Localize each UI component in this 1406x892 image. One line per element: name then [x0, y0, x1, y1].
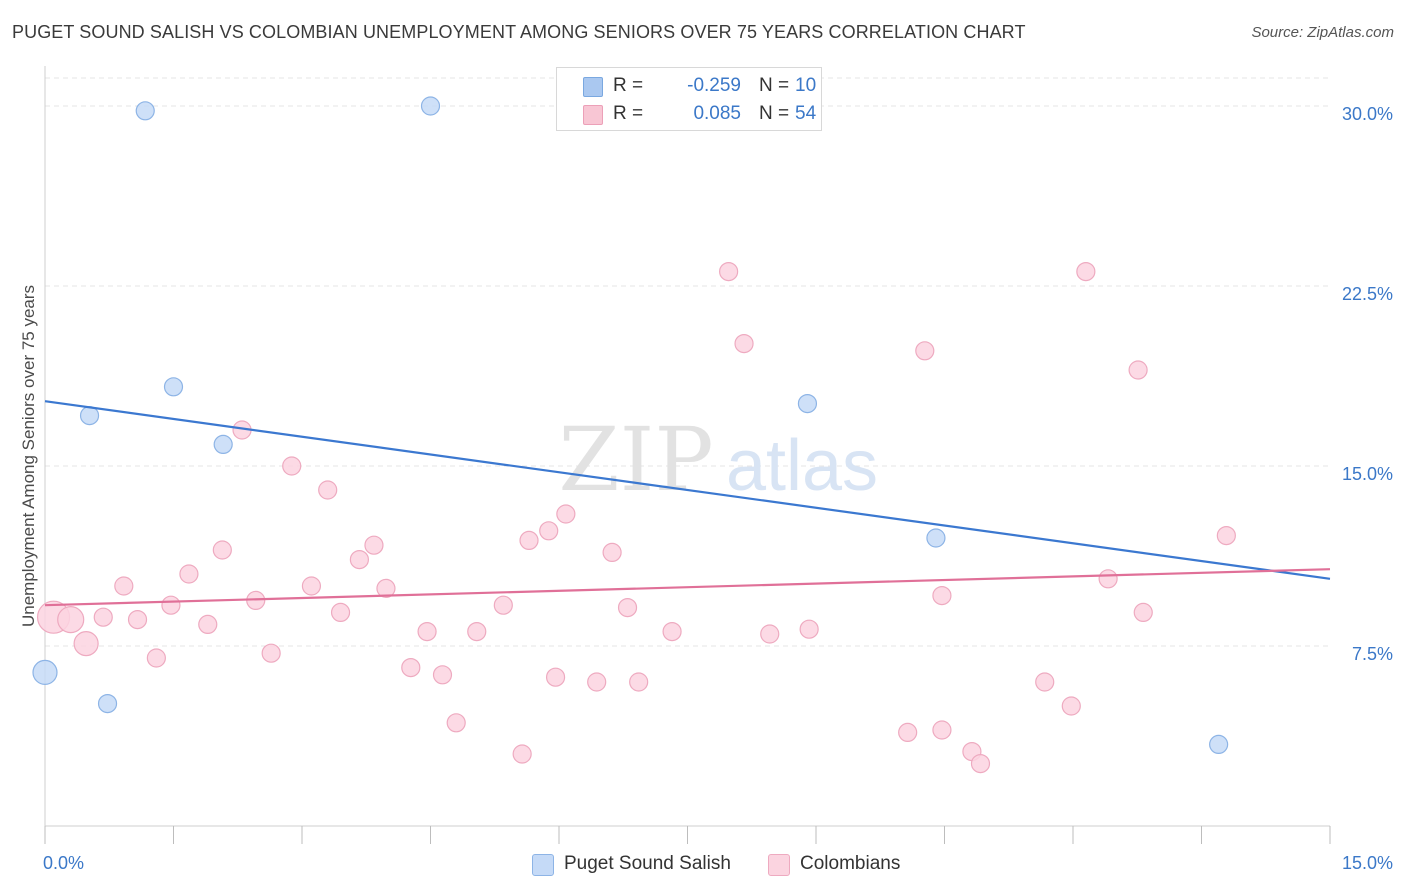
legend-swatch-colombians — [583, 105, 603, 125]
colombian-point — [364, 535, 384, 555]
colombian-point — [602, 542, 622, 563]
colombian-point — [1133, 602, 1153, 623]
legend-r-label: R = — [613, 103, 644, 124]
colombian-point — [734, 334, 754, 354]
bottom-legend-swatch-salish — [532, 854, 554, 876]
watermark-zip: ZIP — [558, 408, 713, 511]
y-tick-label: 7.5% — [1352, 644, 1393, 664]
colombian-point — [127, 609, 148, 630]
legend-swatch-salish — [583, 77, 603, 97]
colombian-point — [556, 504, 576, 524]
colombian-point — [179, 564, 199, 584]
colombian-point — [282, 456, 302, 476]
y-tick-label: 30.0% — [1342, 104, 1393, 124]
x-tick-label: 15.0% — [1342, 853, 1393, 873]
colombian-point — [545, 667, 566, 687]
x-tick-label: 0.0% — [43, 853, 84, 873]
colombian-point — [915, 341, 935, 361]
salish-point — [797, 394, 818, 414]
colombian-point — [629, 672, 649, 692]
colombian-point — [970, 753, 991, 774]
colombian-point — [932, 585, 952, 606]
salish-point — [213, 434, 233, 454]
salish-point — [135, 101, 155, 121]
bottom-legend-label-colombians: Colombians — [800, 853, 901, 874]
legend-n-label: N = — [759, 103, 790, 124]
correlation-legend: R = -0.259 N = 10 R = 0.085 N = 54 — [556, 67, 822, 131]
watermark: ZIP atlas — [558, 408, 878, 511]
colombian-point — [57, 605, 85, 634]
salish-point — [32, 659, 58, 686]
colombian-point — [401, 657, 421, 678]
axes — [44, 66, 1331, 844]
colombian-point — [146, 648, 166, 668]
colombian-point — [1128, 360, 1148, 380]
colombian-point — [662, 621, 682, 642]
legend-n-value: 54 — [795, 103, 817, 124]
chart-source: Source: ZipAtlas.com — [1251, 24, 1394, 41]
colombian-point — [73, 630, 99, 657]
watermark-atlas: atlas — [726, 426, 878, 506]
colombian-trend-line — [44, 568, 1331, 607]
colombian-point — [301, 576, 322, 596]
colombian-point — [719, 262, 739, 282]
legend-n-value: 10 — [795, 75, 817, 96]
colombian-point — [198, 614, 218, 635]
salish-trend-line — [44, 400, 1331, 580]
colombian-point — [261, 643, 281, 663]
colombian-point — [1035, 672, 1055, 692]
colombian-point — [318, 480, 338, 500]
colombian-point — [1216, 525, 1236, 546]
colombian-point — [330, 602, 351, 623]
colombian-point — [898, 722, 918, 743]
salish-point — [97, 693, 118, 714]
colombian-point — [587, 672, 607, 692]
bottom-legend-swatch-colombians — [768, 854, 790, 876]
colombian-point — [161, 595, 181, 615]
colombian-point — [93, 607, 113, 627]
colombian-point — [432, 665, 453, 685]
legend-r-label: R = — [613, 75, 644, 96]
colombian-point — [349, 549, 369, 570]
colombian-point — [512, 744, 532, 764]
colombian-point — [1098, 569, 1118, 589]
y-tick-label: 22.5% — [1342, 284, 1393, 304]
colombian-point — [617, 597, 638, 618]
y-tick-label: 15.0% — [1342, 464, 1393, 484]
colombian-point — [376, 578, 396, 599]
legend-r-value: -0.259 — [687, 75, 741, 96]
salish-point — [163, 377, 184, 397]
colombian-point — [539, 521, 559, 541]
legend-r-value: 0.085 — [693, 103, 741, 124]
data-points — [32, 96, 1236, 774]
colombian-point — [519, 530, 539, 551]
y-axis-label: Unemployment Among Seniors over 75 years — [19, 285, 38, 627]
salish-point — [420, 96, 441, 116]
legend-n-label: N = — [759, 75, 790, 96]
tick-labels: 7.5% 15.0% 22.5% 30.0% 0.0% 15.0% — [43, 104, 1393, 873]
colombian-point — [932, 720, 952, 740]
colombian-point — [114, 576, 134, 596]
colombian-point — [212, 540, 232, 560]
salish-point — [926, 528, 946, 548]
bottom-legend-label-salish: Puget Sound Salish — [564, 853, 731, 874]
colombian-point — [417, 621, 437, 642]
colombian-point — [1061, 696, 1081, 716]
colombian-point — [1076, 262, 1096, 282]
colombian-point — [493, 595, 513, 615]
colombian-point — [760, 624, 780, 644]
chart-title: PUGET SOUND SALISH VS COLOMBIAN UNEMPLOY… — [12, 22, 1026, 42]
colombian-point — [467, 621, 487, 642]
trend-lines — [44, 400, 1331, 607]
colombian-point — [799, 619, 819, 639]
colombian-point — [446, 713, 466, 733]
salish-point — [1209, 734, 1229, 755]
